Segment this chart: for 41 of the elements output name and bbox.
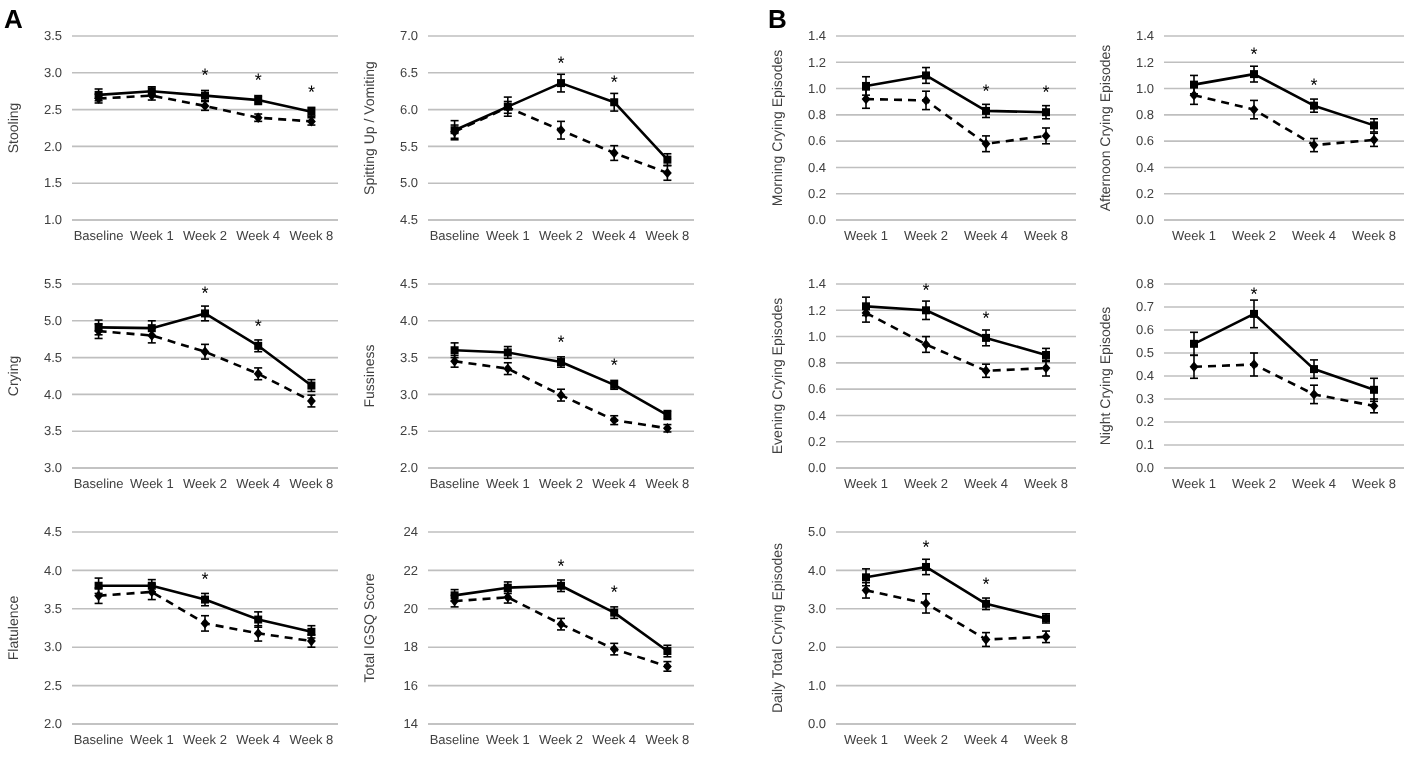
point <box>556 125 566 136</box>
annotation: * <box>1250 43 1259 64</box>
annotation: * <box>610 582 619 603</box>
point <box>610 98 619 107</box>
annotation: * <box>201 65 210 86</box>
annotation: * <box>557 331 566 352</box>
annotation: * <box>201 283 210 304</box>
annotation: * <box>254 315 263 336</box>
annotation: * <box>922 536 931 557</box>
point <box>1189 361 1199 372</box>
point <box>1370 385 1378 394</box>
point <box>557 79 565 88</box>
point <box>1190 339 1198 348</box>
point <box>1309 389 1319 400</box>
point <box>922 71 930 80</box>
annotation: * <box>610 72 619 93</box>
annotation: * <box>982 80 991 101</box>
annotation: * <box>307 81 316 102</box>
annotation: * <box>1250 283 1259 304</box>
point <box>921 598 931 609</box>
text: B <box>768 4 787 34</box>
annotation: * <box>610 354 619 375</box>
annotation: * <box>557 555 566 576</box>
annotation: * <box>1042 82 1051 103</box>
annotation: * <box>254 69 263 90</box>
annotation: * <box>557 52 566 73</box>
point <box>1250 70 1258 79</box>
point <box>922 306 930 315</box>
annotation: * <box>1310 75 1319 96</box>
point <box>1249 359 1259 370</box>
annotation: * <box>922 280 931 301</box>
point <box>921 95 931 106</box>
annotation: * <box>982 573 991 594</box>
point <box>922 562 930 571</box>
point <box>1249 104 1259 115</box>
point <box>982 333 990 342</box>
point <box>1310 365 1318 374</box>
annotation: * <box>982 307 991 328</box>
annotation: * <box>201 569 210 590</box>
point <box>1250 309 1258 318</box>
text: A <box>4 4 24 34</box>
